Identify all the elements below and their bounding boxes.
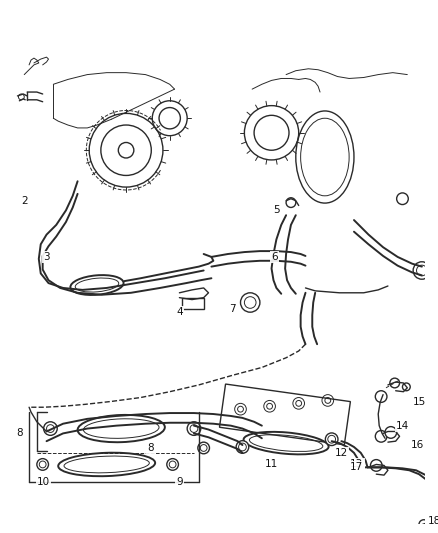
Circle shape (390, 378, 399, 388)
Ellipse shape (198, 442, 209, 454)
Ellipse shape (413, 262, 431, 279)
Text: 10: 10 (37, 477, 50, 487)
Text: 13: 13 (350, 459, 364, 470)
Text: 8: 8 (16, 429, 23, 439)
Text: 3: 3 (43, 252, 50, 262)
Ellipse shape (236, 441, 249, 453)
Text: 9: 9 (176, 477, 183, 487)
Ellipse shape (167, 458, 178, 470)
Text: 15: 15 (412, 398, 426, 407)
Text: 7: 7 (230, 304, 236, 314)
Circle shape (430, 526, 438, 533)
Text: 4: 4 (176, 307, 183, 317)
Text: 11: 11 (265, 459, 278, 470)
Text: 12: 12 (335, 448, 348, 458)
Circle shape (375, 391, 387, 402)
Text: 17: 17 (350, 462, 364, 472)
Ellipse shape (44, 422, 57, 435)
Circle shape (375, 431, 387, 442)
Ellipse shape (187, 422, 201, 435)
Text: 18: 18 (428, 516, 438, 526)
Ellipse shape (37, 458, 49, 470)
Circle shape (385, 426, 397, 438)
Circle shape (403, 383, 410, 391)
Ellipse shape (240, 293, 260, 312)
FancyBboxPatch shape (219, 384, 350, 445)
Ellipse shape (325, 433, 338, 446)
Text: 14: 14 (396, 421, 409, 431)
Text: 2: 2 (21, 196, 28, 206)
Circle shape (419, 520, 429, 529)
Bar (182, 297, 204, 309)
Text: 5: 5 (273, 205, 280, 215)
Circle shape (397, 193, 408, 205)
Text: 16: 16 (410, 440, 424, 450)
Text: 8: 8 (147, 443, 154, 453)
Circle shape (371, 459, 382, 471)
Text: 6: 6 (271, 252, 278, 262)
